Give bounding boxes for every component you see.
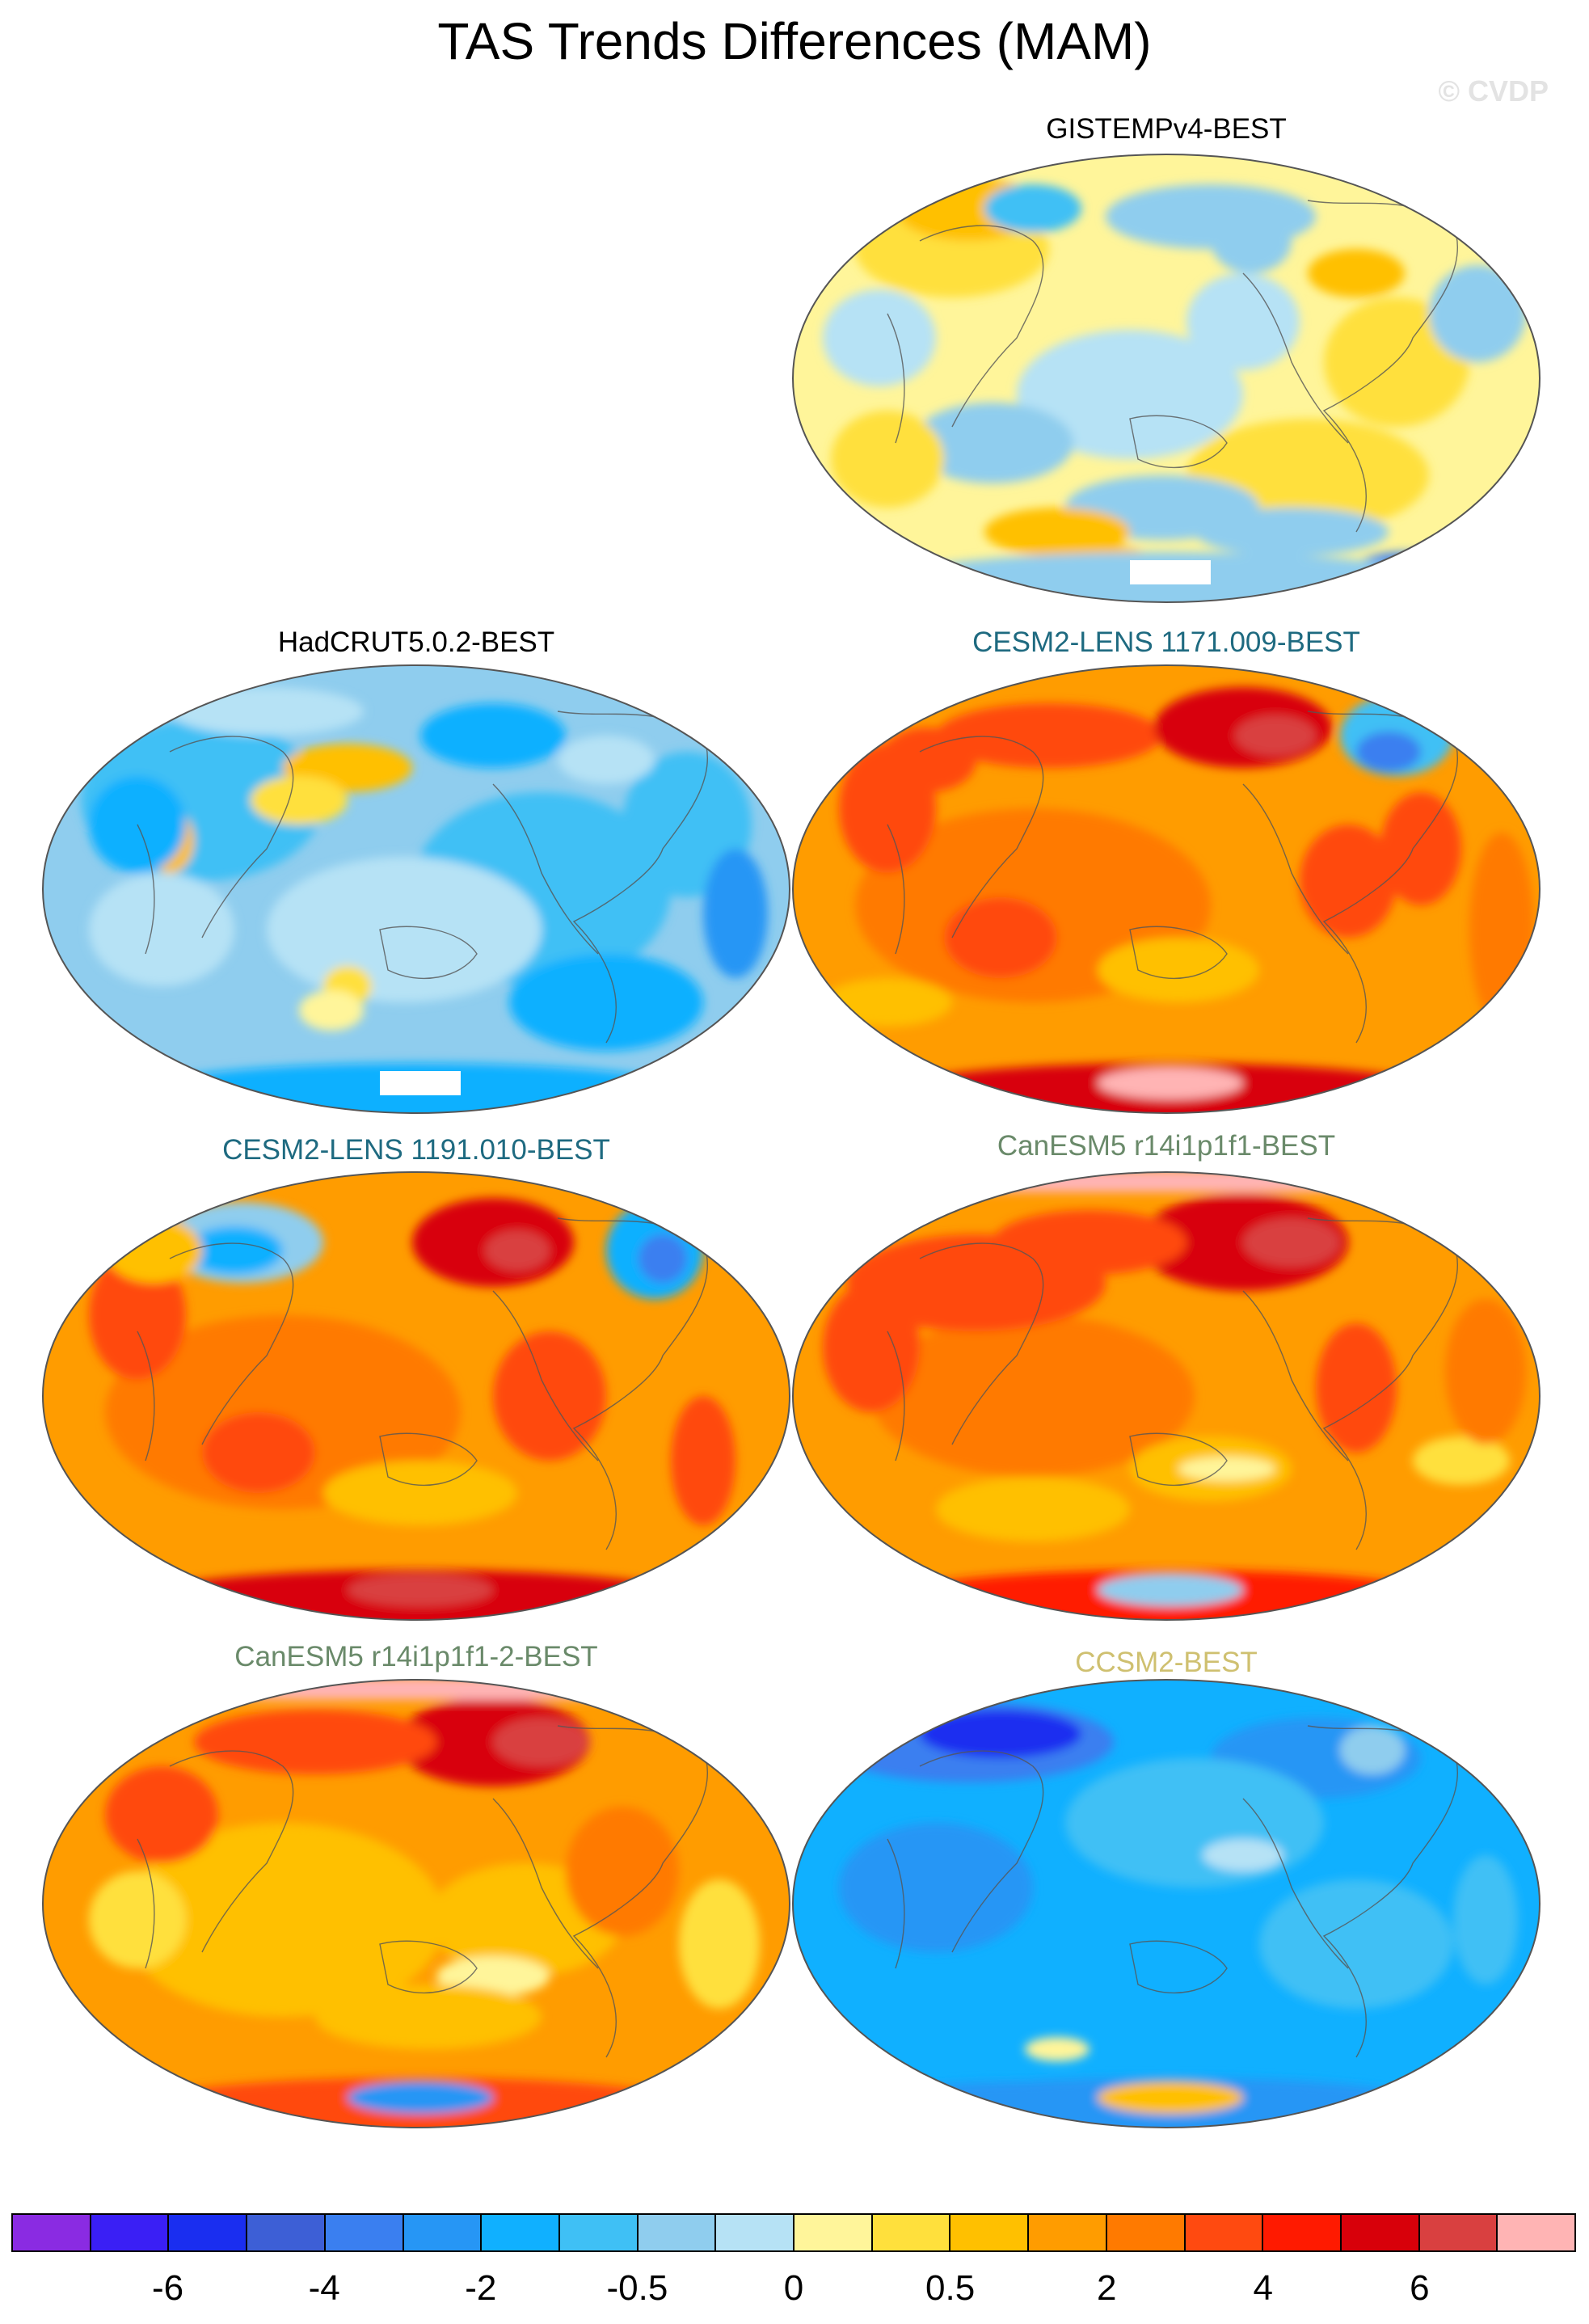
colorbar-box-17 [1341, 2215, 1420, 2250]
colorbar-label: 0.5 [925, 2268, 976, 2308]
colorbar-box-10 [794, 2215, 873, 2250]
panel-title-cesm2-1191: CESM2-LENS 1191.010-BEST [222, 1134, 610, 1166]
colorbar-box-4 [325, 2215, 404, 2250]
colorbar-box-19 [1498, 2215, 1575, 2250]
map-cesm2-1171 [792, 664, 1541, 1114]
colorbar-label: 2 [1096, 2268, 1117, 2308]
colorbar-box-15 [1185, 2215, 1264, 2250]
colorbar-box-14 [1106, 2215, 1186, 2250]
colorbar-box-0 [13, 2215, 91, 2250]
colorbar-box-8 [638, 2215, 717, 2250]
colorbar [11, 2213, 1576, 2252]
panel-title-gistemp: GISTEMPv4-BEST [1046, 113, 1287, 145]
colorbar-label: 6 [1410, 2268, 1430, 2308]
figure-title: TAS Trends Differences (MAM) [437, 12, 1152, 70]
colorbar-box-1 [91, 2215, 170, 2250]
map-cesm2-1191 [42, 1171, 790, 1621]
colorbar-label: -2 [465, 2268, 497, 2308]
colorbar-box-7 [559, 2215, 639, 2250]
colorbar-box-9 [716, 2215, 795, 2250]
colorbar-box-18 [1419, 2215, 1498, 2250]
map-ccsm2 [792, 1679, 1541, 2128]
map-canesm5-r14-2 [42, 1679, 790, 2128]
panel-title-canesm5-r14-2: CanESM5 r14i1p1f1-2-BEST [234, 1641, 598, 1672]
colorbar-box-12 [950, 2215, 1030, 2250]
colorbar-box-5 [403, 2215, 483, 2250]
colorbar-box-3 [247, 2215, 326, 2250]
colorbar-box-2 [169, 2215, 248, 2250]
colorbar-box-16 [1263, 2215, 1342, 2250]
panel-title-canesm5-r14: CanESM5 r14i1p1f1-BEST [997, 1130, 1336, 1162]
map-gistemp [792, 154, 1541, 603]
colorbar-label: -4 [308, 2268, 340, 2308]
colorbar-label: -6 [152, 2268, 184, 2308]
colorbar-label: 0 [783, 2268, 804, 2308]
colorbar-box-11 [872, 2215, 951, 2250]
cvdp-watermark: © CVDP [1438, 74, 1549, 108]
map-hadcrut [42, 664, 790, 1114]
panel-title-hadcrut: HadCRUT5.0.2-BEST [277, 626, 555, 658]
colorbar-box-6 [482, 2215, 560, 2250]
colorbar-box-13 [1029, 2215, 1107, 2250]
colorbar-label: -0.5 [606, 2268, 668, 2308]
panel-title-ccsm2: CCSM2-BEST [1075, 1647, 1258, 1678]
panel-title-cesm2-1171: CESM2-LENS 1171.009-BEST [972, 626, 1360, 658]
map-canesm5-r14 [792, 1171, 1541, 1621]
colorbar-label: 4 [1253, 2268, 1274, 2308]
